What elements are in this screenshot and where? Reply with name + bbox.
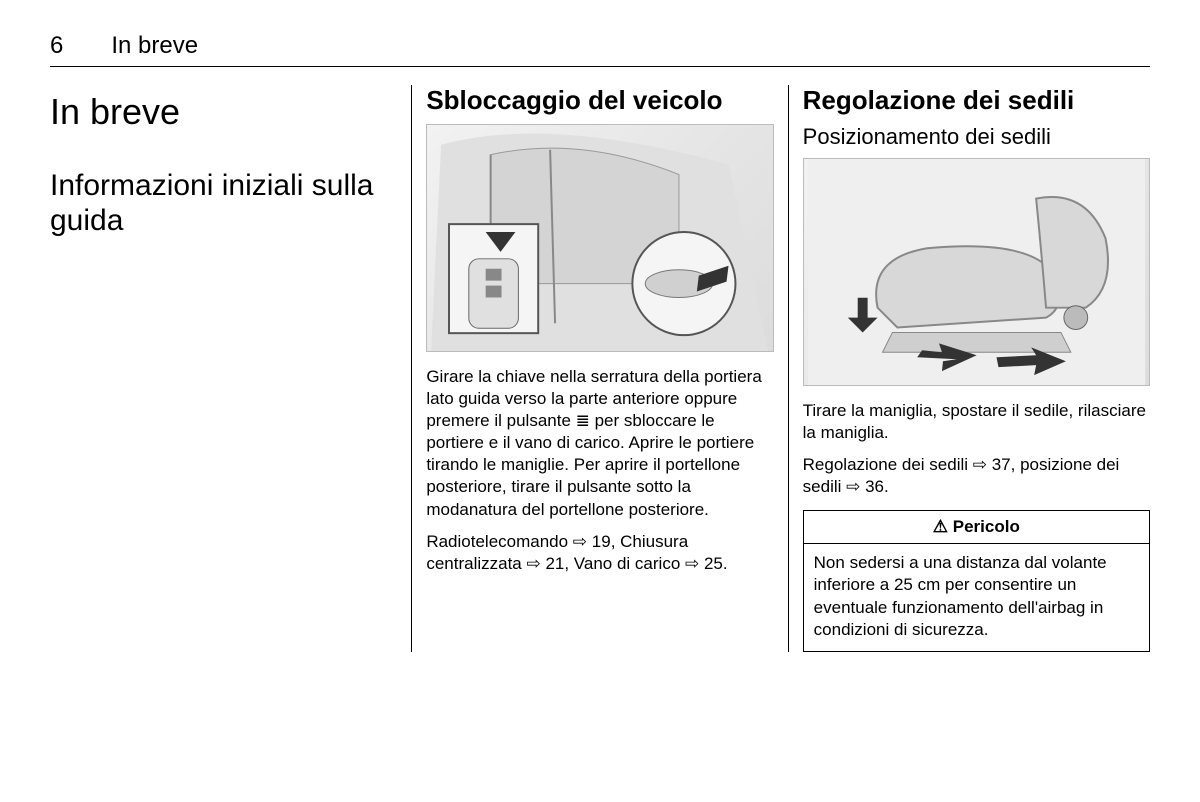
refs-seat: Regolazione dei sedili ⇨ 37, posizione d…	[803, 454, 1150, 498]
car-seat-illustration	[804, 159, 1149, 385]
car-door-key-illustration	[427, 125, 772, 351]
refs-unlock: Radiotelecomando ⇨ 19, Chiusura centrali…	[426, 531, 773, 575]
warning-title: ⚠ Pericolo	[804, 511, 1149, 544]
content-columns: In breve Informazioni iniziali sulla gui…	[50, 85, 1150, 652]
topic-seats: Regolazione dei sedili	[803, 85, 1150, 116]
paragraph-seat: Tirare la maniglia, spostare il sedile, …	[803, 400, 1150, 444]
column-1: In breve Informazioni iniziali sulla gui…	[50, 85, 411, 652]
illustration-unlock	[426, 124, 773, 352]
warning-box: ⚠ Pericolo Non sedersi a una distanza da…	[803, 510, 1150, 651]
illustration-seat	[803, 158, 1150, 386]
chapter-title: In breve	[50, 91, 397, 133]
warning-title-text: ⚠ Pericolo	[933, 517, 1020, 536]
paragraph-unlock: Girare la chiave nella serratura della p…	[426, 366, 773, 521]
page-number: 6	[50, 32, 63, 60]
subchapter-title: Informazioni iniziali sulla guida	[50, 169, 397, 238]
warning-body: Non sedersi a una distanza dal volante i…	[804, 544, 1149, 650]
topic-unlock: Sbloccaggio del veicolo	[426, 85, 773, 116]
running-section: In breve	[111, 32, 198, 60]
column-3: Regolazione dei sedili Posizionamento de…	[789, 85, 1150, 652]
page-header: 6 In breve	[50, 32, 1150, 60]
column-2: Sbloccaggio del veicolo Girare la chiave…	[412, 85, 787, 652]
header-divider	[50, 66, 1150, 67]
subtopic-seat-position: Posizionamento dei sedili	[803, 124, 1150, 150]
